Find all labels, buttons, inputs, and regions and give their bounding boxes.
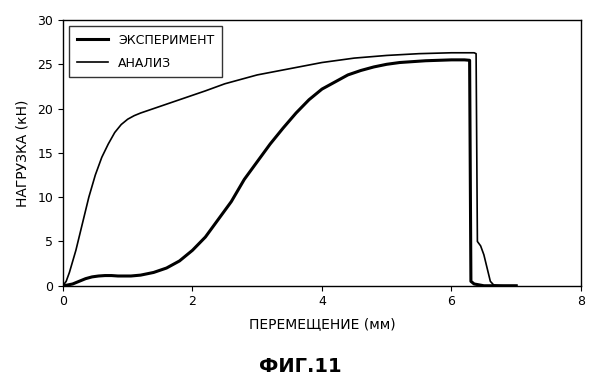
АНАЛИЗ xyxy=(477,244,484,248)
ЭКСПЕРИМЕНТ xyxy=(121,274,128,278)
АНАЛИЗ xyxy=(111,130,118,135)
АНАЛИЗ xyxy=(98,155,106,160)
ЭКСПЕРИМЕНТ xyxy=(370,65,377,69)
ЭКСПЕРИМЕНТ xyxy=(448,58,455,62)
АНАЛИЗ xyxy=(189,93,196,98)
АНАЛИЗ xyxy=(79,222,86,226)
ЭКСПЕРИМЕНТ xyxy=(422,59,429,63)
ЭКСПЕРИМЕНТ xyxy=(344,73,352,77)
АНАЛИЗ xyxy=(461,51,468,55)
ЭКСПЕРИМЕНТ xyxy=(215,217,222,222)
АНАЛИЗ xyxy=(176,97,183,102)
Text: ФИГ.11: ФИГ.11 xyxy=(259,357,341,376)
Line: АНАЛИЗ: АНАЛИЗ xyxy=(63,53,516,286)
ЭКСПЕРИМЕНТ xyxy=(470,282,478,286)
ЭКСПЕРИМЕНТ xyxy=(76,279,83,283)
ЭКСПЕРИМЕНТ xyxy=(127,274,134,278)
АНАЛИЗ xyxy=(72,248,79,253)
ЭКСПЕРИМЕНТ xyxy=(280,126,287,130)
АНАЛИЗ xyxy=(104,142,112,146)
АНАЛИЗ xyxy=(448,51,455,55)
АНАЛИЗ xyxy=(474,239,481,244)
АНАЛИЗ xyxy=(319,60,326,65)
ЭКСПЕРИМЕНТ xyxy=(319,87,326,91)
АНАЛИЗ xyxy=(512,283,520,288)
АНАЛИЗ xyxy=(351,56,358,60)
АНАЛИЗ xyxy=(59,283,67,288)
АНАЛИЗ xyxy=(137,111,144,115)
АНАЛИЗ xyxy=(254,73,261,77)
АНАЛИЗ xyxy=(490,283,497,287)
АНАЛИЗ xyxy=(467,51,475,55)
АНАЛИЗ xyxy=(202,89,209,93)
ЭКСПЕРИМЕНТ xyxy=(454,58,461,62)
АНАЛИЗ xyxy=(286,66,293,71)
ЭКСПЕРИМЕНТ xyxy=(512,283,520,288)
АНАЛИЗ xyxy=(475,241,482,245)
ЭКСПЕРИМЕНТ xyxy=(88,275,95,279)
ЭКСПЕРИМЕНТ xyxy=(409,59,416,64)
ЭКСПЕРИМЕНТ xyxy=(82,276,89,281)
ЭКСПЕРИМЕНТ xyxy=(254,160,261,164)
ЭКСПЕРИМЕНТ xyxy=(62,283,70,288)
ЭКСПЕРИМЕНТ xyxy=(163,266,170,270)
АНАЛИЗ xyxy=(500,283,507,288)
АНАЛИЗ xyxy=(163,102,170,106)
ЭКСПЕРИМЕНТ xyxy=(59,283,67,288)
АНАЛИЗ xyxy=(454,51,461,55)
АНАЛИЗ xyxy=(493,283,500,288)
ЭКСПЕРИМЕНТ xyxy=(150,270,157,275)
АНАЛИЗ xyxy=(118,122,125,127)
ЭКСПЕРИМЕНТ xyxy=(115,274,122,278)
ЭКСПЕРИМЕНТ xyxy=(383,62,391,66)
АНАЛИЗ xyxy=(383,53,391,58)
ЭКСПЕРИМЕНТ xyxy=(396,60,403,65)
ЭКСПЕРИМЕНТ xyxy=(176,259,183,263)
АНАЛИЗ xyxy=(62,279,70,283)
АНАЛИЗ xyxy=(85,195,92,200)
ЭКСПЕРИМЕНТ xyxy=(228,200,235,204)
ЭКСПЕРИМЕНТ xyxy=(305,97,313,102)
ЭКСПЕРИМЕНТ xyxy=(241,177,248,182)
АНАЛИЗ xyxy=(92,173,99,177)
Legend: ЭКСПЕРИМЕНТ, АНАЛИЗ: ЭКСПЕРИМЕНТ, АНАЛИЗ xyxy=(69,26,221,77)
АНАЛИЗ xyxy=(470,51,478,55)
ЭКСПЕРИМЕНТ xyxy=(202,235,209,239)
ЭКСПЕРИМЕНТ xyxy=(357,68,364,73)
ЭКСПЕРИМЕНТ xyxy=(466,58,473,63)
ЭКСПЕРИМЕНТ xyxy=(331,80,338,84)
ЭКСПЕРИМЕНТ xyxy=(435,58,442,63)
ЭКСПЕРИМЕНТ xyxy=(95,274,102,278)
АНАЛИЗ xyxy=(487,279,494,283)
АНАЛИЗ xyxy=(150,106,157,111)
ЭКСПЕРИМЕНТ xyxy=(461,58,468,62)
АНАЛИЗ xyxy=(416,51,423,56)
АНАЛИЗ xyxy=(124,117,131,122)
АНАЛИЗ xyxy=(472,51,479,56)
X-axis label: ПЕРЕМЕЩЕНИЕ (мм): ПЕРЕМЕЩЕНИЕ (мм) xyxy=(248,317,395,331)
ЭКСПЕРИМЕНТ xyxy=(493,283,500,288)
Y-axis label: НАГРУЗКА (кН): НАГРУЗКА (кН) xyxy=(15,99,29,207)
ЭКСПЕРИМЕНТ xyxy=(480,283,487,288)
АНАЛИЗ xyxy=(480,252,487,257)
ЭКСПЕРИМЕНТ xyxy=(467,279,475,283)
ЭКСПЕРИМЕНТ xyxy=(487,283,494,288)
ЭКСПЕРИМЕНТ xyxy=(137,273,144,277)
ЭКСПЕРИМЕНТ xyxy=(189,248,196,253)
ЭКСПЕРИМЕНТ xyxy=(108,273,115,278)
АНАЛИЗ xyxy=(484,266,491,270)
ЭКСПЕРИМЕНТ xyxy=(101,273,109,278)
АНАЛИЗ xyxy=(131,113,138,118)
ЭКСПЕРИМЕНТ xyxy=(266,142,274,146)
ЭКСПЕРИМЕНТ xyxy=(292,111,299,115)
ЭКСПЕРИМЕНТ xyxy=(69,282,76,286)
АНАЛИЗ xyxy=(221,81,229,86)
Line: ЭКСПЕРИМЕНТ: ЭКСПЕРИМЕНТ xyxy=(63,60,516,286)
АНАЛИЗ xyxy=(496,283,503,288)
АНАЛИЗ xyxy=(66,270,73,275)
